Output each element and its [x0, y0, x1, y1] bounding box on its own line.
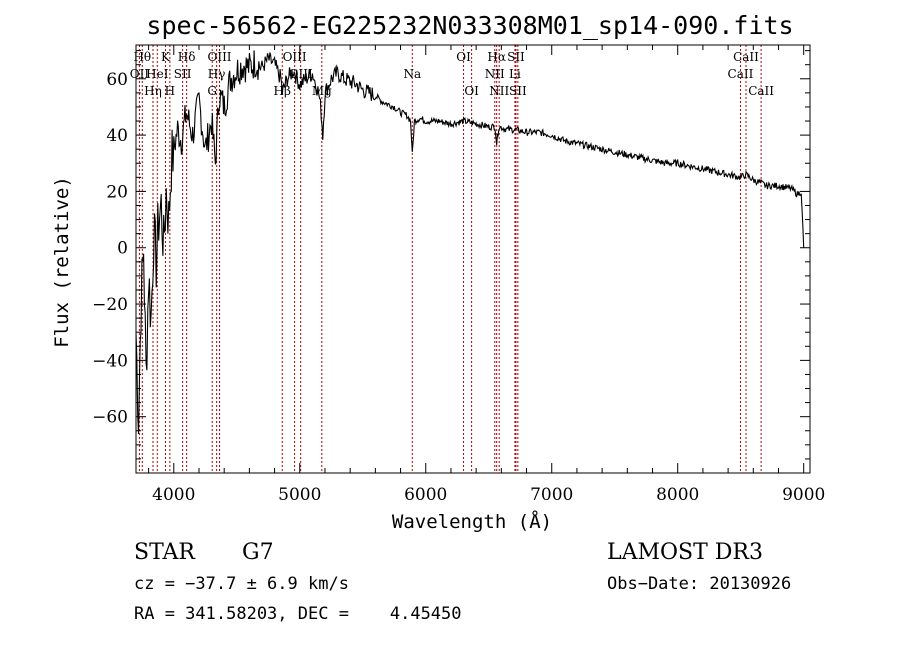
y-tick-label-0: −60 — [92, 408, 128, 428]
line-label-8: G — [207, 84, 217, 98]
line-label-2: Hη — [144, 84, 162, 98]
line-label-18: NII — [485, 67, 505, 81]
observation-date: Obs−Date: 20130926 — [607, 574, 791, 594]
line-label-12: OIII — [283, 50, 307, 64]
line-label-20: NII — [489, 84, 509, 98]
y-axis-ticks: −60 −40 −20 0 20 40 60 — [92, 50, 810, 460]
line-label-3: HeI — [146, 67, 169, 81]
line-label-0: OII — [130, 67, 150, 81]
line-label-22: SII — [507, 50, 525, 64]
x-axis-ticks: 4000 5000 6000 7000 8000 9000 — [148, 45, 825, 505]
y-tick-label-4: 20 — [106, 182, 128, 202]
y-tick-label-3: 0 — [117, 239, 128, 259]
line-label-4: K — [161, 50, 171, 64]
x-tick-label-1: 5000 — [278, 485, 321, 505]
x-axis-label: Wavelength (Å) — [392, 510, 552, 533]
y-tick-label-6: 60 — [106, 70, 128, 90]
line-label-23: SII — [509, 84, 527, 98]
line-label-7: Hδ — [178, 50, 196, 64]
y-tick-label-2: −20 — [92, 295, 128, 315]
line-label-5: H — [165, 84, 175, 98]
line-label-21: Li — [509, 67, 521, 81]
object-class: STAR — [134, 540, 196, 565]
flux-series-line — [135, 50, 805, 435]
line-label-9: Hγ — [208, 67, 226, 81]
y-tick-label-5: 40 — [106, 126, 128, 146]
x-tick-label-3: 7000 — [530, 485, 573, 505]
line-label-26: CaII — [748, 84, 774, 98]
emission-line-labels: OIIHθHηHeIKHSIIHδGHγOIIIHβOIIIOIIIMgNaOI… — [130, 50, 775, 98]
line-label-16: OI — [456, 50, 471, 64]
x-tick-label-4: 8000 — [656, 485, 699, 505]
plot-frame — [135, 44, 811, 474]
survey-name: LAMOST DR3 — [607, 540, 763, 565]
line-label-19: Hα — [487, 50, 506, 64]
line-label-1: Hθ — [133, 50, 151, 64]
redshift-cz: cz = −37.7 ± 6.9 km/s — [134, 574, 349, 594]
x-tick-label-2: 6000 — [404, 485, 447, 505]
line-label-10: OIII — [207, 50, 231, 64]
ra-dec-coordinates: RA = 341.58203, DEC = 4.45450 — [134, 604, 462, 624]
object-subclass: G7 — [242, 540, 274, 565]
y-tick-label-1: −40 — [92, 351, 128, 371]
y-axis-label: Flux (relative) — [51, 176, 73, 348]
line-label-24: CaII — [728, 67, 754, 81]
line-label-25: CaII — [733, 50, 759, 64]
line-label-6: SII — [174, 67, 192, 81]
line-label-17: OI — [464, 84, 479, 98]
x-tick-label-0: 4000 — [152, 485, 195, 505]
emission-line-markers — [138, 45, 762, 473]
line-label-15: Na — [403, 67, 421, 81]
chart-title: spec-56562-EG225232N033308M01_sp14-090.f… — [146, 11, 793, 40]
x-tick-label-5: 9000 — [782, 485, 825, 505]
